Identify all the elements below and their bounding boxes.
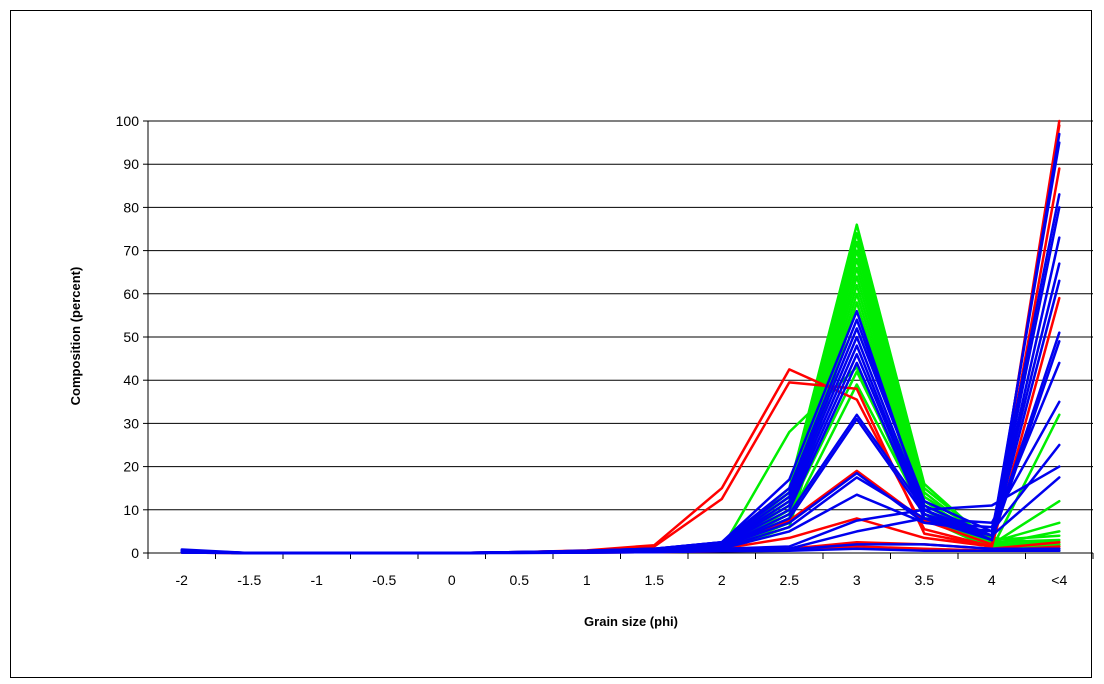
- series-line-green-6: [180, 365, 1061, 555]
- y-tick-label-0: 0: [131, 545, 139, 561]
- series-line-green-17: [180, 370, 1061, 555]
- y-tick-label-90: 90: [123, 156, 139, 172]
- x-tick-label-12: 4: [988, 572, 996, 588]
- axes: [143, 120, 1094, 559]
- y-tick-label-40: 40: [123, 372, 139, 388]
- x-tick-label-10: 3: [853, 572, 861, 588]
- series-line-green-18: [180, 383, 1061, 555]
- series-line-green-8: [180, 232, 1061, 555]
- x-tick-label-1: -1.5: [237, 572, 261, 588]
- x-tick-label-13: <4: [1051, 572, 1067, 588]
- y-tick-label-60: 60: [123, 286, 139, 302]
- tick-labels: 0 10 20 30 40 50 60 70 80 90 100 -2 -1.5 -1 -0.5 0 0.5 1 1…: [116, 113, 1068, 588]
- y-tick-label-70: 70: [123, 243, 139, 259]
- x-tick-label-6: 1: [583, 572, 591, 588]
- x-axis-title: Grain size (phi): [584, 614, 678, 629]
- series-line-blue-34: [180, 547, 1061, 555]
- x-tick-label-8: 2: [718, 572, 726, 588]
- x-tick-label-7: 1.5: [645, 572, 665, 588]
- y-tick-label-100: 100: [116, 113, 140, 129]
- series-line-red-1: [180, 124, 1061, 555]
- x-tick-label-5: 0.5: [510, 572, 530, 588]
- x-tick-label-9: 2.5: [780, 572, 800, 588]
- x-tick-label-3: -0.5: [372, 572, 396, 588]
- y-tick-label-20: 20: [123, 459, 139, 475]
- y-tick-label-10: 10: [123, 502, 139, 518]
- gridlines: [148, 120, 1093, 511]
- series-lines: [180, 119, 1061, 555]
- y-tick-label-50: 50: [123, 329, 139, 345]
- y-tick-label-80: 80: [123, 199, 139, 215]
- x-tick-label-2: -1: [311, 572, 324, 588]
- x-tick-label-0: -2: [176, 572, 189, 588]
- y-tick-label-30: 30: [123, 415, 139, 431]
- x-tick-label-4: 0: [448, 572, 456, 588]
- y-axis-title: Composition (percent): [68, 267, 83, 406]
- x-tick-label-11: 3.5: [915, 572, 935, 588]
